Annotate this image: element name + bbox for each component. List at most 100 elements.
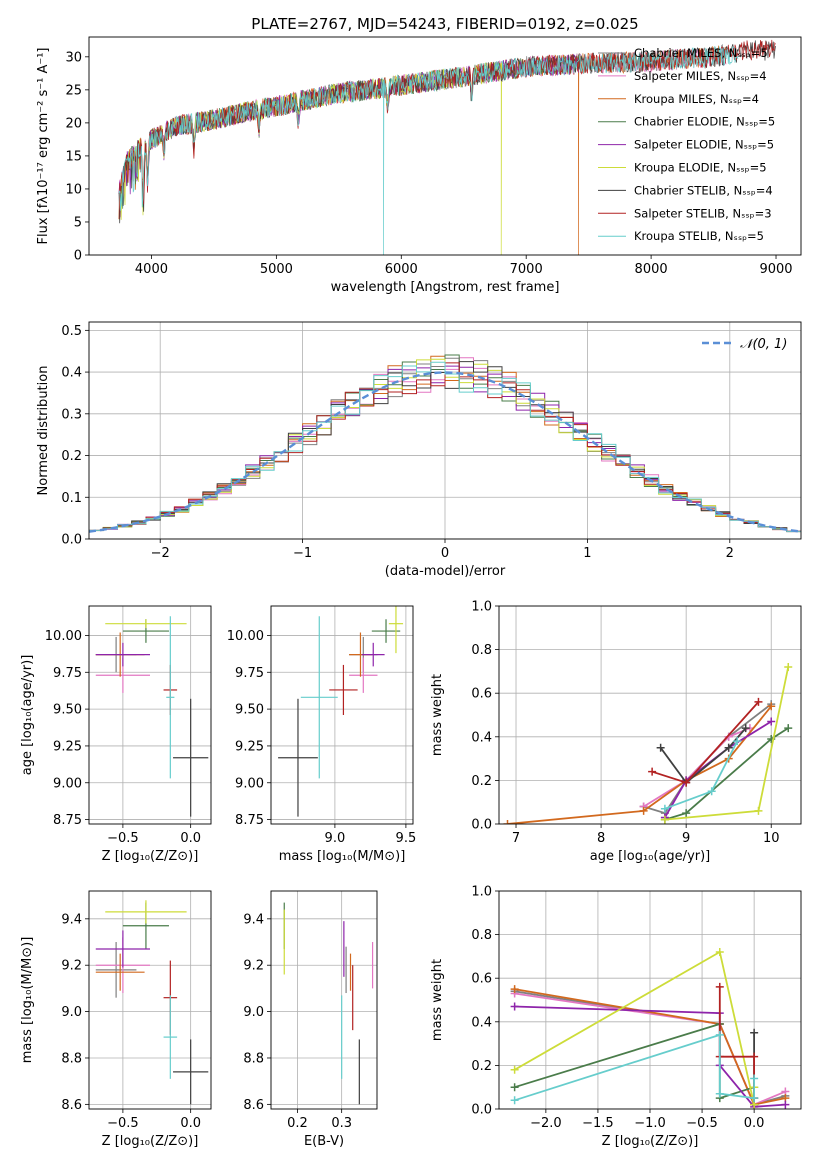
- x-axis-label: age [log₁₀(age/yr)]: [590, 849, 711, 864]
- y-tick-label: 0: [74, 249, 82, 264]
- y-tick-label: 0.8: [471, 643, 492, 658]
- legend-label: Chabrier ELODIE, Nₛₛₚ=5: [634, 115, 775, 129]
- x-axis-label: Z [log₁₀(Z/Z⊙)]: [102, 849, 199, 864]
- y-tick-label: 0.4: [471, 1015, 492, 1030]
- x-tick-label: 7: [512, 831, 520, 846]
- y-axis-label: mass [log₁₀(M/M⊙)]: [20, 937, 35, 1064]
- panel-spectrum: 4000 5000 6000 7000 8000 9000 0 5 10 15 20 25 30 wave…: [36, 36, 802, 295]
- y-tick-label: 30: [65, 50, 82, 65]
- y-tick-label: 9.4: [61, 912, 82, 927]
- y-tick-label: 1.0: [471, 600, 492, 615]
- x-axis-label: Z [log₁₀(Z/Z⊙)]: [602, 1134, 699, 1149]
- x-tick-label: 8000: [635, 262, 668, 277]
- x-tick-label: 7000: [510, 262, 543, 277]
- plot-area-age_vs_mass: [271, 606, 413, 824]
- x-tick-label: −2: [151, 546, 170, 561]
- x-tick-label: −0.5: [686, 1116, 718, 1131]
- weight-point: [784, 724, 793, 733]
- plot-area-weight_vs_age: [499, 606, 801, 824]
- figure-title: PLATE=2767, MJD=54243, FIBERID=0192, z=0…: [251, 15, 638, 33]
- legend-label: 𝒩(0, 1): [740, 337, 787, 352]
- y-tick-label: 9.75: [235, 666, 264, 681]
- x-tick-label: 0.0: [180, 831, 201, 846]
- weight-point: [510, 985, 519, 994]
- weight-point: [682, 809, 691, 818]
- legend-label: Salpeter STELIB, Nₛₛₚ=3: [634, 206, 772, 220]
- x-tick-label: 4000: [135, 262, 168, 277]
- weight-point: [724, 743, 733, 752]
- legend-label: Kroupa MILES, Nₛₛₚ=4: [634, 92, 759, 106]
- x-tick-label: 9.5: [396, 831, 417, 846]
- x-tick-label: 0.2: [287, 1116, 308, 1131]
- weight-point: [510, 1096, 519, 1105]
- y-tick-label: 8.6: [243, 1098, 264, 1113]
- weight-point: [741, 724, 750, 733]
- axes-frame: [270, 890, 378, 1110]
- x-tick-label: 1: [583, 546, 591, 561]
- y-tick-label: 8.8: [243, 1051, 264, 1066]
- panels: 4000 5000 6000 7000 8000 9000051015202530wave…: [20, 36, 802, 1149]
- x-tick-label: 0.0: [180, 1116, 201, 1131]
- weight-series-line: [664, 666, 790, 821]
- x-tick-label: 8: [597, 831, 605, 846]
- y-tick-label: 9.0: [61, 1005, 82, 1020]
- weight-point: [715, 948, 724, 957]
- y-tick-label: 8.75: [235, 813, 264, 828]
- plot-area-weight_vs_Z: [499, 891, 801, 1109]
- plot-area-spectrum: [118, 39, 776, 255]
- y-tick-label: 9.00: [235, 776, 264, 791]
- x-axis-label: E(B-V): [304, 1134, 344, 1149]
- y-tick-label: 0.4: [471, 730, 492, 745]
- x-tick-label: 9: [682, 831, 690, 846]
- x-tick-label: 0: [441, 546, 449, 561]
- weight-point: [682, 778, 691, 787]
- weight-series-line: [514, 950, 755, 1105]
- axes-frame: [498, 605, 802, 825]
- legend-label: Salpeter ELODIE, Nₛₛₚ=5: [634, 138, 774, 152]
- weight-point: [639, 806, 648, 815]
- weight-point: [767, 717, 776, 726]
- y-tick-label: 9.2: [243, 959, 264, 974]
- weight-point: [510, 1002, 519, 1011]
- x-tick-label: −1.5: [582, 1116, 614, 1131]
- weight-point: [733, 737, 742, 746]
- legend-label: Chabrier MILES, Nₛₛₚ=5: [634, 46, 768, 60]
- y-tick-label: 0.1: [61, 491, 82, 506]
- y-tick-label: 15: [65, 149, 82, 164]
- panel-age_vs_mass: 9.0 9.5 8.75 9.00 9.25 9.50 9.75 10.00 mass [log…: [227, 605, 417, 864]
- legend-label: Salpeter MILES, Nₛₛₚ=4: [634, 69, 767, 83]
- x-tick-label: −0.5: [107, 1116, 139, 1131]
- y-tick-label: 0.3: [61, 407, 82, 422]
- y-tick-label: 10.00: [227, 629, 264, 644]
- weight-point: [656, 743, 665, 752]
- weight-point: [781, 1100, 790, 1109]
- weight-point: [715, 1030, 724, 1039]
- weight-series-line: [664, 727, 789, 821]
- y-axis-label: Normed distribution: [36, 366, 51, 496]
- x-tick-label: 5000: [260, 262, 293, 277]
- x-tick-label: 0.3: [331, 1116, 352, 1131]
- weight-point: [750, 1052, 759, 1061]
- y-tick-label: 8.8: [61, 1051, 82, 1066]
- plot-area-age_vs_Z: [89, 606, 211, 824]
- spectrum-legend: Chabrier MILES, Nₛₛₚ=5 Salpeter MILES, Nₛ…: [598, 46, 775, 243]
- y-tick-label: 9.50: [53, 703, 82, 718]
- weight-point: [750, 1094, 759, 1103]
- x-tick-label: 0.0: [744, 1116, 765, 1131]
- y-tick-label: 1.0: [471, 885, 492, 900]
- y-tick-label: 9.25: [235, 739, 264, 754]
- weight-point: [503, 820, 512, 824]
- x-axis-label: mass [log₁₀(M/M⊙)]: [279, 849, 406, 864]
- y-tick-label: 0.0: [471, 818, 492, 833]
- weight-point: [750, 1074, 759, 1083]
- legend-label: Chabrier STELIB, Nₛₛₚ=4: [634, 183, 773, 197]
- x-axis-label: (data-model)/error: [385, 564, 506, 579]
- axes-frame: [498, 890, 802, 1110]
- weight-point: [715, 982, 724, 991]
- y-tick-label: 9.00: [53, 776, 82, 791]
- weight-point: [510, 1065, 519, 1074]
- axes-frame: [88, 890, 212, 1110]
- weight-series-line: [514, 988, 786, 1106]
- x-axis-label: wavelength [Angstrom, rest frame]: [331, 280, 560, 295]
- y-tick-label: 0.8: [471, 928, 492, 943]
